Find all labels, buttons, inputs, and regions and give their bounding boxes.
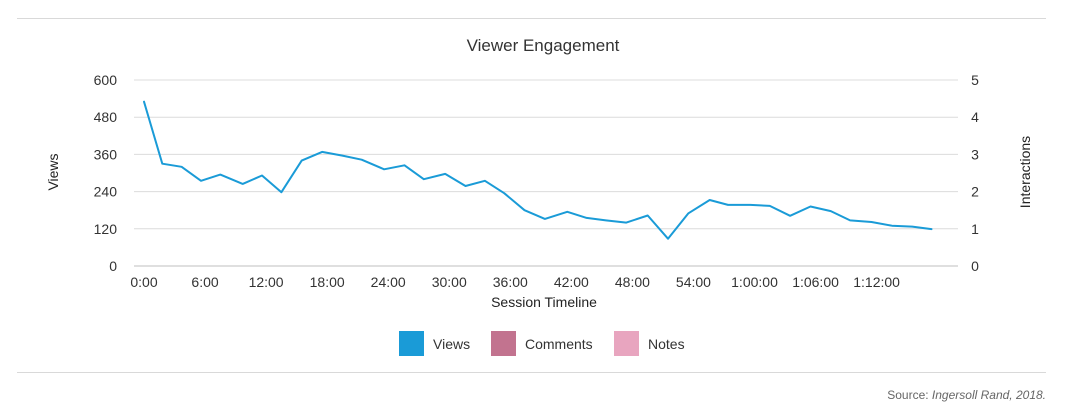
legend-label: Views — [433, 336, 470, 352]
y-tick-label: 120 — [94, 221, 118, 237]
y2-tick-label: 4 — [971, 109, 979, 125]
x-axis-label: Session Timeline — [491, 294, 597, 310]
y2-axis-label: Interactions — [1017, 136, 1033, 208]
grid-lines — [134, 79, 958, 267]
legend-item-views[interactable]: Views — [399, 331, 470, 356]
y2-tick-label: 5 — [971, 72, 979, 88]
x-tick-label: 36:00 — [493, 274, 528, 290]
line-chart: Viewer Engagement 0 120 240 360 480 600 0 1 2 3 4… — [45, 36, 1033, 356]
y-tick-label: 480 — [94, 109, 118, 125]
source-prefix: Source: — [887, 388, 932, 402]
legend-swatch — [491, 331, 516, 356]
y2-tick-label: 2 — [971, 184, 979, 200]
y-tick-label: 240 — [94, 184, 118, 200]
y2-tick-label: 0 — [971, 258, 979, 274]
legend-swatch — [614, 331, 639, 356]
source-name: Ingersoll Rand, 2018. — [931, 388, 1046, 402]
x-tick-label: 48:00 — [615, 274, 650, 290]
x-tick-label: 1:00:00 — [731, 274, 778, 290]
x-tick-label: 6:00 — [191, 274, 218, 290]
y2-tick-label: 1 — [971, 221, 979, 237]
y-axis-label: Views — [45, 153, 61, 190]
x-tick-label: 54:00 — [676, 274, 711, 290]
x-tick-label: 24:00 — [371, 274, 406, 290]
y2-tick-label: 3 — [971, 146, 979, 162]
x-tick-label: 1:12:00 — [853, 274, 900, 290]
y-tick-label: 0 — [109, 258, 117, 274]
legend-swatch — [399, 331, 424, 356]
x-axis-ticks: 0:00 6:00 12:00 18:00 24:00 30:00 36:00 42:00 48… — [130, 274, 900, 290]
x-tick-label: 1:06:00 — [792, 274, 839, 290]
x-tick-label: 18:00 — [310, 274, 345, 290]
chart-title: Viewer Engagement — [467, 36, 620, 55]
x-tick-label: 0:00 — [130, 274, 157, 290]
y-tick-label: 360 — [94, 146, 118, 162]
legend: Views Comments Notes — [399, 331, 685, 356]
bottom-divider — [17, 372, 1046, 373]
series-lines — [143, 100, 933, 240]
legend-item-comments[interactable]: Comments — [491, 331, 593, 356]
right-axis-ticks: 0 1 2 3 4 5 — [971, 72, 979, 274]
y-tick-label: 600 — [94, 72, 118, 88]
series-line-views — [143, 100, 933, 240]
legend-label: Comments — [525, 336, 593, 352]
x-tick-label: 12:00 — [249, 274, 284, 290]
x-tick-label: 30:00 — [432, 274, 467, 290]
top-divider — [17, 18, 1046, 19]
legend-item-notes[interactable]: Notes — [614, 331, 685, 356]
legend-label: Notes — [648, 336, 685, 352]
left-axis-ticks: 0 120 240 360 480 600 — [94, 72, 118, 274]
source-note: Source: Ingersoll Rand, 2018. — [887, 388, 1046, 402]
x-tick-label: 42:00 — [554, 274, 589, 290]
